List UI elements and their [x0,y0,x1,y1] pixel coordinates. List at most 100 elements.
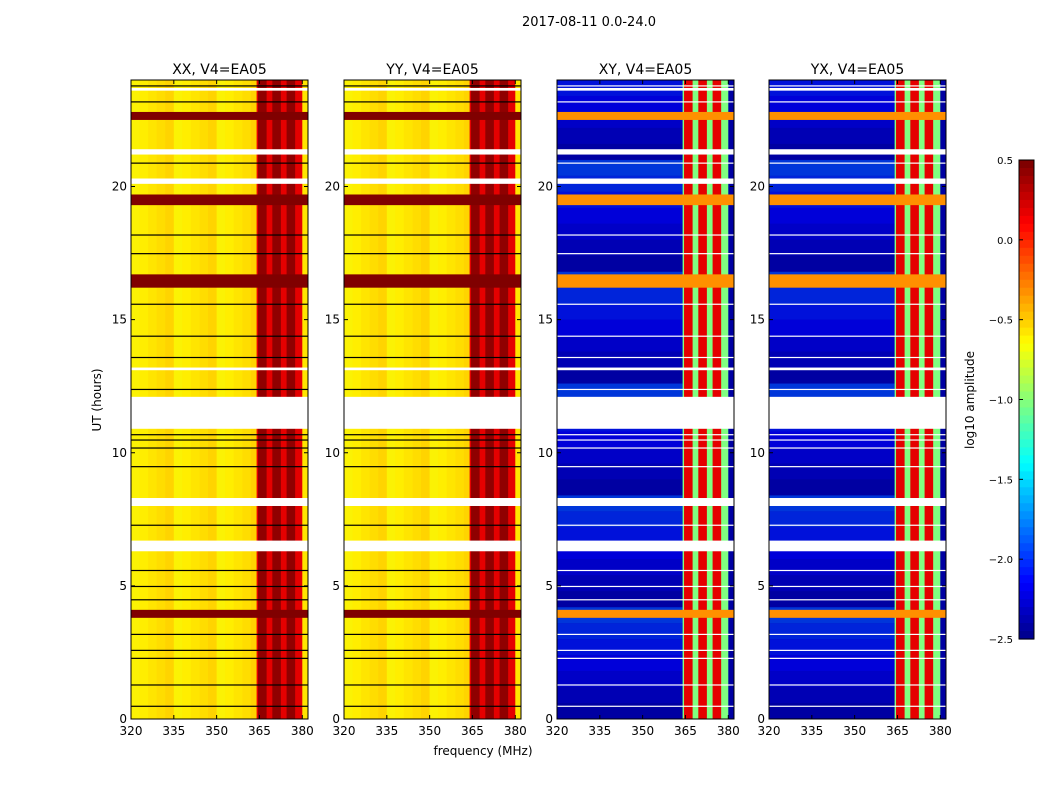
y-tick-label: 15 [112,313,127,327]
high-amplitude-band [344,274,521,288]
flagged-gap [769,540,946,552]
heatmap-row [769,239,895,256]
x-tick-label: 350 [631,724,654,738]
flag-line [344,434,521,436]
colorbar-label: log10 amplitude [963,351,977,449]
colorbar-segment [1019,455,1034,464]
heatmap-row [769,703,895,719]
heatmap-row [769,207,895,224]
panel-frame [768,79,947,720]
flagged-gap [131,87,308,91]
high-amplitude-band [557,274,734,288]
flag-line [557,599,734,601]
colorbar-segment [1019,367,1034,377]
heatmap-row [557,303,683,320]
colorbar-segment [1019,311,1034,321]
heatmap-row [769,383,895,400]
flag-line [131,447,308,449]
colorbar-segment [1019,383,1034,393]
flag-line [557,684,734,686]
heatmap-row [557,463,683,480]
flagged-gap [769,396,946,429]
colorbar-segment [1019,167,1034,177]
flag-line [131,434,308,436]
high-amplitude-band [131,194,308,206]
heatmap-row [557,223,683,240]
colorbar-segment [1019,519,1034,528]
colorbar-segment [1019,423,1034,433]
flagged-gap [131,540,308,552]
colorbar-segment [1019,351,1034,361]
heatmap-row [557,319,683,336]
colorbar-segment [1019,207,1034,217]
heatmap-row [557,383,683,400]
x-tick-label: 350 [843,724,866,738]
colorbar-segment [1019,623,1034,632]
y-tick-label: 0 [332,712,340,726]
colorbar-segment [1019,463,1034,472]
colorbar-tick-label: −2.0 [989,555,1013,566]
heatmap-row [557,559,683,576]
colorbar-segment [1019,439,1034,448]
flag-line [344,356,521,359]
y-tick-label: 10 [325,446,340,460]
flag-line [557,447,734,449]
colorbar-segment [1019,279,1034,289]
flag-line [344,585,521,588]
panel-yx: YX, V4=EA05 320 335 350 365 380 0 5 10 15 20 [750,62,952,738]
flagged-gap [344,87,521,91]
heatmap-row [769,319,895,336]
flag-line [344,335,521,337]
y-tick-label: 15 [325,313,340,327]
high-amplitude-band [769,274,946,288]
flag-line [769,649,946,651]
high-amplitude-band [769,194,946,206]
flag-line [344,253,521,255]
flag-line [769,356,946,359]
heatmap-row [769,303,895,320]
colorbar-segment [1019,263,1034,273]
flag-line [769,85,946,87]
x-tick-label: 380 [929,724,952,738]
high-amplitude-band [344,609,521,618]
flag-line [344,162,521,164]
x-tick-label: 350 [205,724,228,738]
colorbar-segment [1019,431,1034,441]
colorbar-segment [1019,599,1034,608]
colorbar-segment [1019,239,1034,249]
flag-line [557,356,734,359]
heatmap-row [769,447,895,464]
flag-line [131,466,308,468]
high-amplitude-band [344,194,521,206]
flagged-gap [557,367,734,371]
flag-line [557,633,734,635]
flag-line [557,649,734,651]
y-tick-label: 20 [325,180,340,194]
flag-line [557,253,734,255]
colorbar-segment [1019,479,1034,488]
heatmap-row [557,447,683,464]
flag-line [344,303,521,305]
heatmap-row [557,655,683,672]
colorbar-segment [1019,319,1034,329]
heatmap-row [557,255,683,272]
panel-yy: YY, V4=EA05 320 335 350 365 380 0 5 10 15 20 [325,62,527,738]
heatmap-row [557,639,683,656]
flag-line [769,684,946,686]
colorbar-tick-label: 0.0 [997,236,1013,247]
flag-line [769,569,946,572]
heatmap-row [769,351,895,368]
flagged-gap [769,367,946,371]
flag-line [557,585,734,588]
flag-line [769,524,946,526]
heatmap-row [769,671,895,688]
flagged-gap [131,498,308,506]
colorbar-segment [1019,559,1034,568]
flag-line [131,585,308,588]
heatmap-row [769,255,895,272]
heatmap-row [557,335,683,352]
x-axis-label: frequency (MHz) [433,744,532,758]
panel-frame [556,79,735,720]
high-amplitude-band [344,111,521,120]
high-amplitude-band [769,609,946,618]
